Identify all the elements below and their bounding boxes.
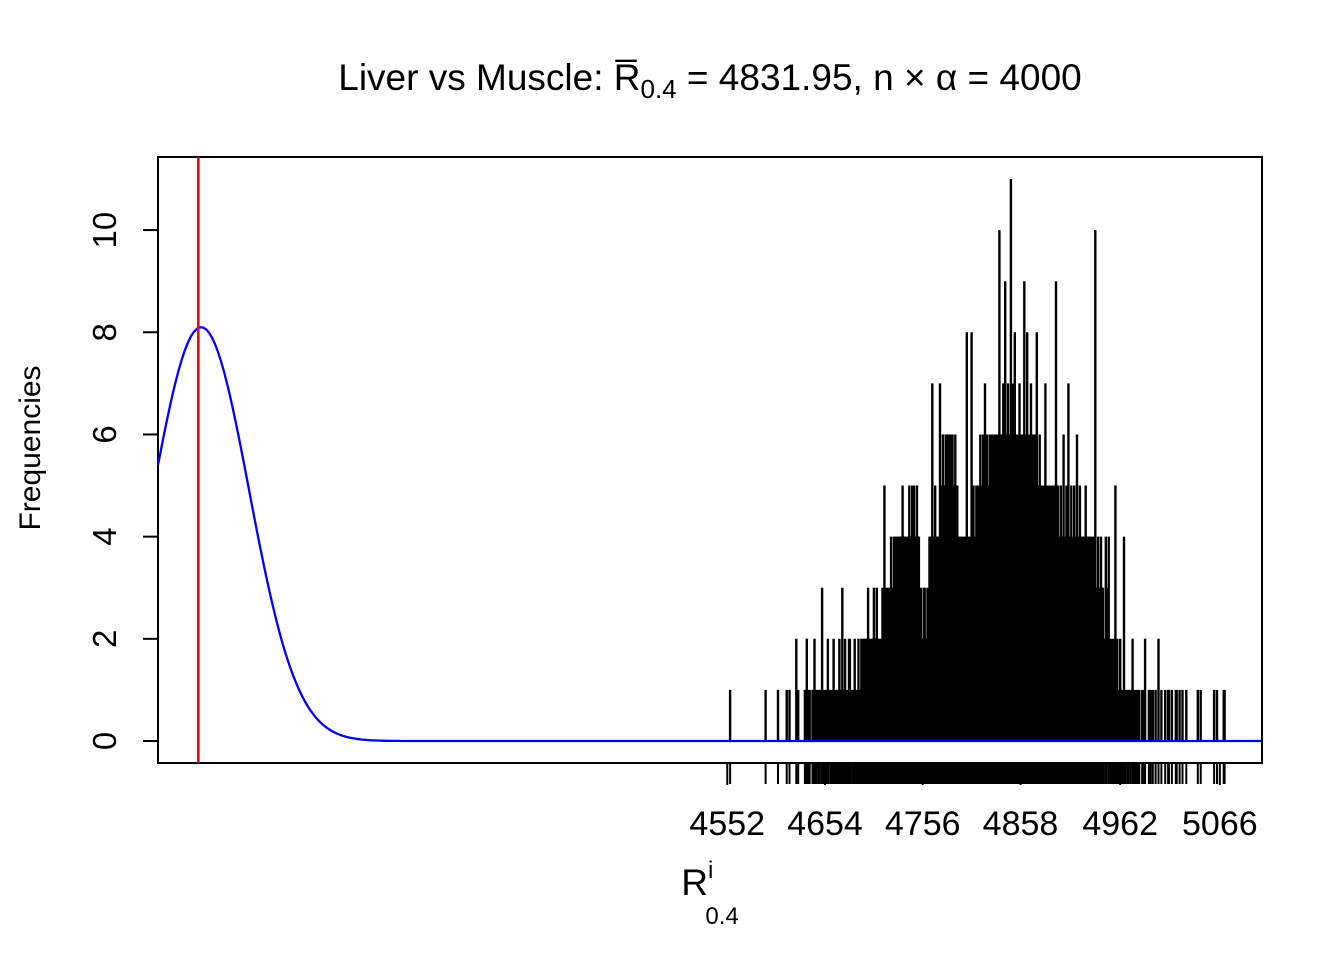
y-tick-label: 4 <box>86 527 123 545</box>
y-tick-label: 8 <box>86 323 123 341</box>
y-tick-label: 6 <box>86 425 123 443</box>
x-tick-label: 4756 <box>885 805 961 843</box>
x-tick-label: 4858 <box>983 805 1059 843</box>
frequency-spikes <box>728 179 1226 741</box>
x-tick-label: 5066 <box>1182 805 1258 843</box>
y-axis-label: Frequencies <box>14 365 47 530</box>
x-tick-label: 4962 <box>1082 805 1158 843</box>
plot-title: Liver vs Muscle: R̅0.4 = 4831.95, n × α … <box>338 57 1081 104</box>
x-tick-label: 4552 <box>689 805 765 843</box>
x-axis-label: Ri 0.4 <box>681 857 738 930</box>
x-axis: 4552 4654 4756 4858 4962 5066 <box>689 763 1258 843</box>
y-tick-label: 2 <box>86 630 123 648</box>
y-axis: 0 2 4 6 8 10 <box>86 212 158 750</box>
x-tick-label: 4654 <box>787 805 863 843</box>
density-curve <box>156 326 1262 743</box>
rug-marks <box>729 764 1226 784</box>
y-tick-label: 10 <box>86 212 123 249</box>
y-tick-label: 0 <box>86 732 123 750</box>
